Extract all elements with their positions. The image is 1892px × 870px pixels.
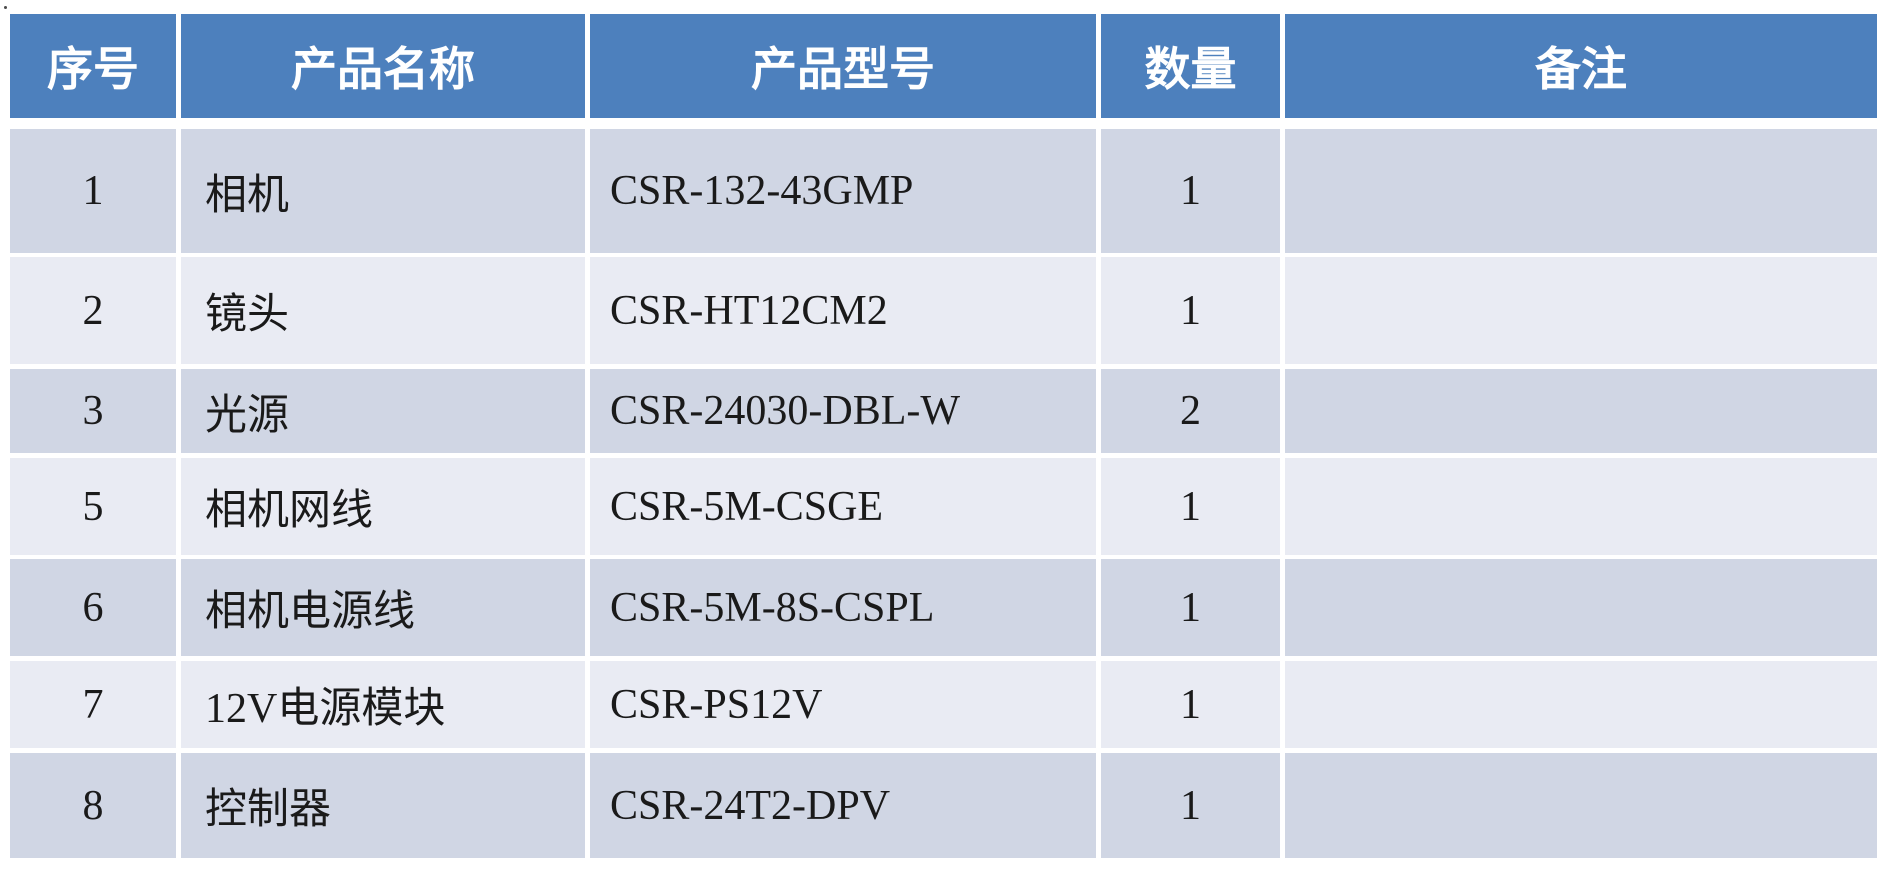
cell-product-model: CSR-HT12CM2 [590,257,1096,364]
cell-product-model: CSR-PS12V [590,661,1096,748]
header-cell-product-name: 产品名称 [181,14,585,118]
cell-quantity: 1 [1101,458,1280,555]
cell-quantity: 1 [1101,753,1280,858]
product-table: 序号 产品名称 产品型号 数量 备注 1 相机 CSR-132-43GMP 1 … [10,14,1877,858]
cell-serial: 8 [10,753,176,858]
cell-product-model: CSR-5M-CSGE [590,458,1096,555]
table-header-row: 序号 产品名称 产品型号 数量 备注 [10,14,1877,118]
cell-product-name: 控制器 [181,753,585,858]
table-row: 6 相机电源线 CSR-5M-8S-CSPL 1 [10,559,1877,656]
header-cell-product-model: 产品型号 [590,14,1096,118]
cell-serial: 7 [10,661,176,748]
cell-serial: 2 [10,257,176,364]
cell-product-name: 12V电源模块 [181,661,585,748]
cell-product-model: CSR-132-43GMP [590,129,1096,253]
cell-serial: 3 [10,369,176,453]
cell-note [1285,559,1877,656]
header-cell-note: 备注 [1285,14,1877,118]
cell-note [1285,753,1877,858]
cell-product-name: 相机 [181,129,585,253]
table-row: 5 相机网线 CSR-5M-CSGE 1 [10,458,1877,555]
header-cell-serial: 序号 [10,14,176,118]
cell-quantity: 1 [1101,129,1280,253]
cell-product-name: 相机电源线 [181,559,585,656]
cell-serial: 6 [10,559,176,656]
cell-note [1285,458,1877,555]
cell-serial: 5 [10,458,176,555]
table-row: 8 控制器 CSR-24T2-DPV 1 [10,753,1877,858]
cell-quantity: 1 [1101,559,1280,656]
table-row: 3 光源 CSR-24030-DBL-W 2 [10,369,1877,453]
cell-product-model: CSR-5M-8S-CSPL [590,559,1096,656]
cell-note [1285,257,1877,364]
cell-note [1285,661,1877,748]
table-row: 1 相机 CSR-132-43GMP 1 [10,129,1877,253]
cell-product-model: CSR-24T2-DPV [590,753,1096,858]
cell-quantity: 1 [1101,661,1280,748]
cell-product-name: 镜头 [181,257,585,364]
cell-note [1285,129,1877,253]
cell-note [1285,369,1877,453]
header-cell-quantity: 数量 [1101,14,1280,118]
cell-quantity: 2 [1101,369,1280,453]
table-row: 7 12V电源模块 CSR-PS12V 1 [10,661,1877,748]
cell-product-name: 光源 [181,369,585,453]
cell-serial: 1 [10,129,176,253]
table-row: 2 镜头 CSR-HT12CM2 1 [10,257,1877,364]
artifact-dot [4,6,7,9]
cell-quantity: 1 [1101,257,1280,364]
cell-product-model: CSR-24030-DBL-W [590,369,1096,453]
cell-product-name: 相机网线 [181,458,585,555]
